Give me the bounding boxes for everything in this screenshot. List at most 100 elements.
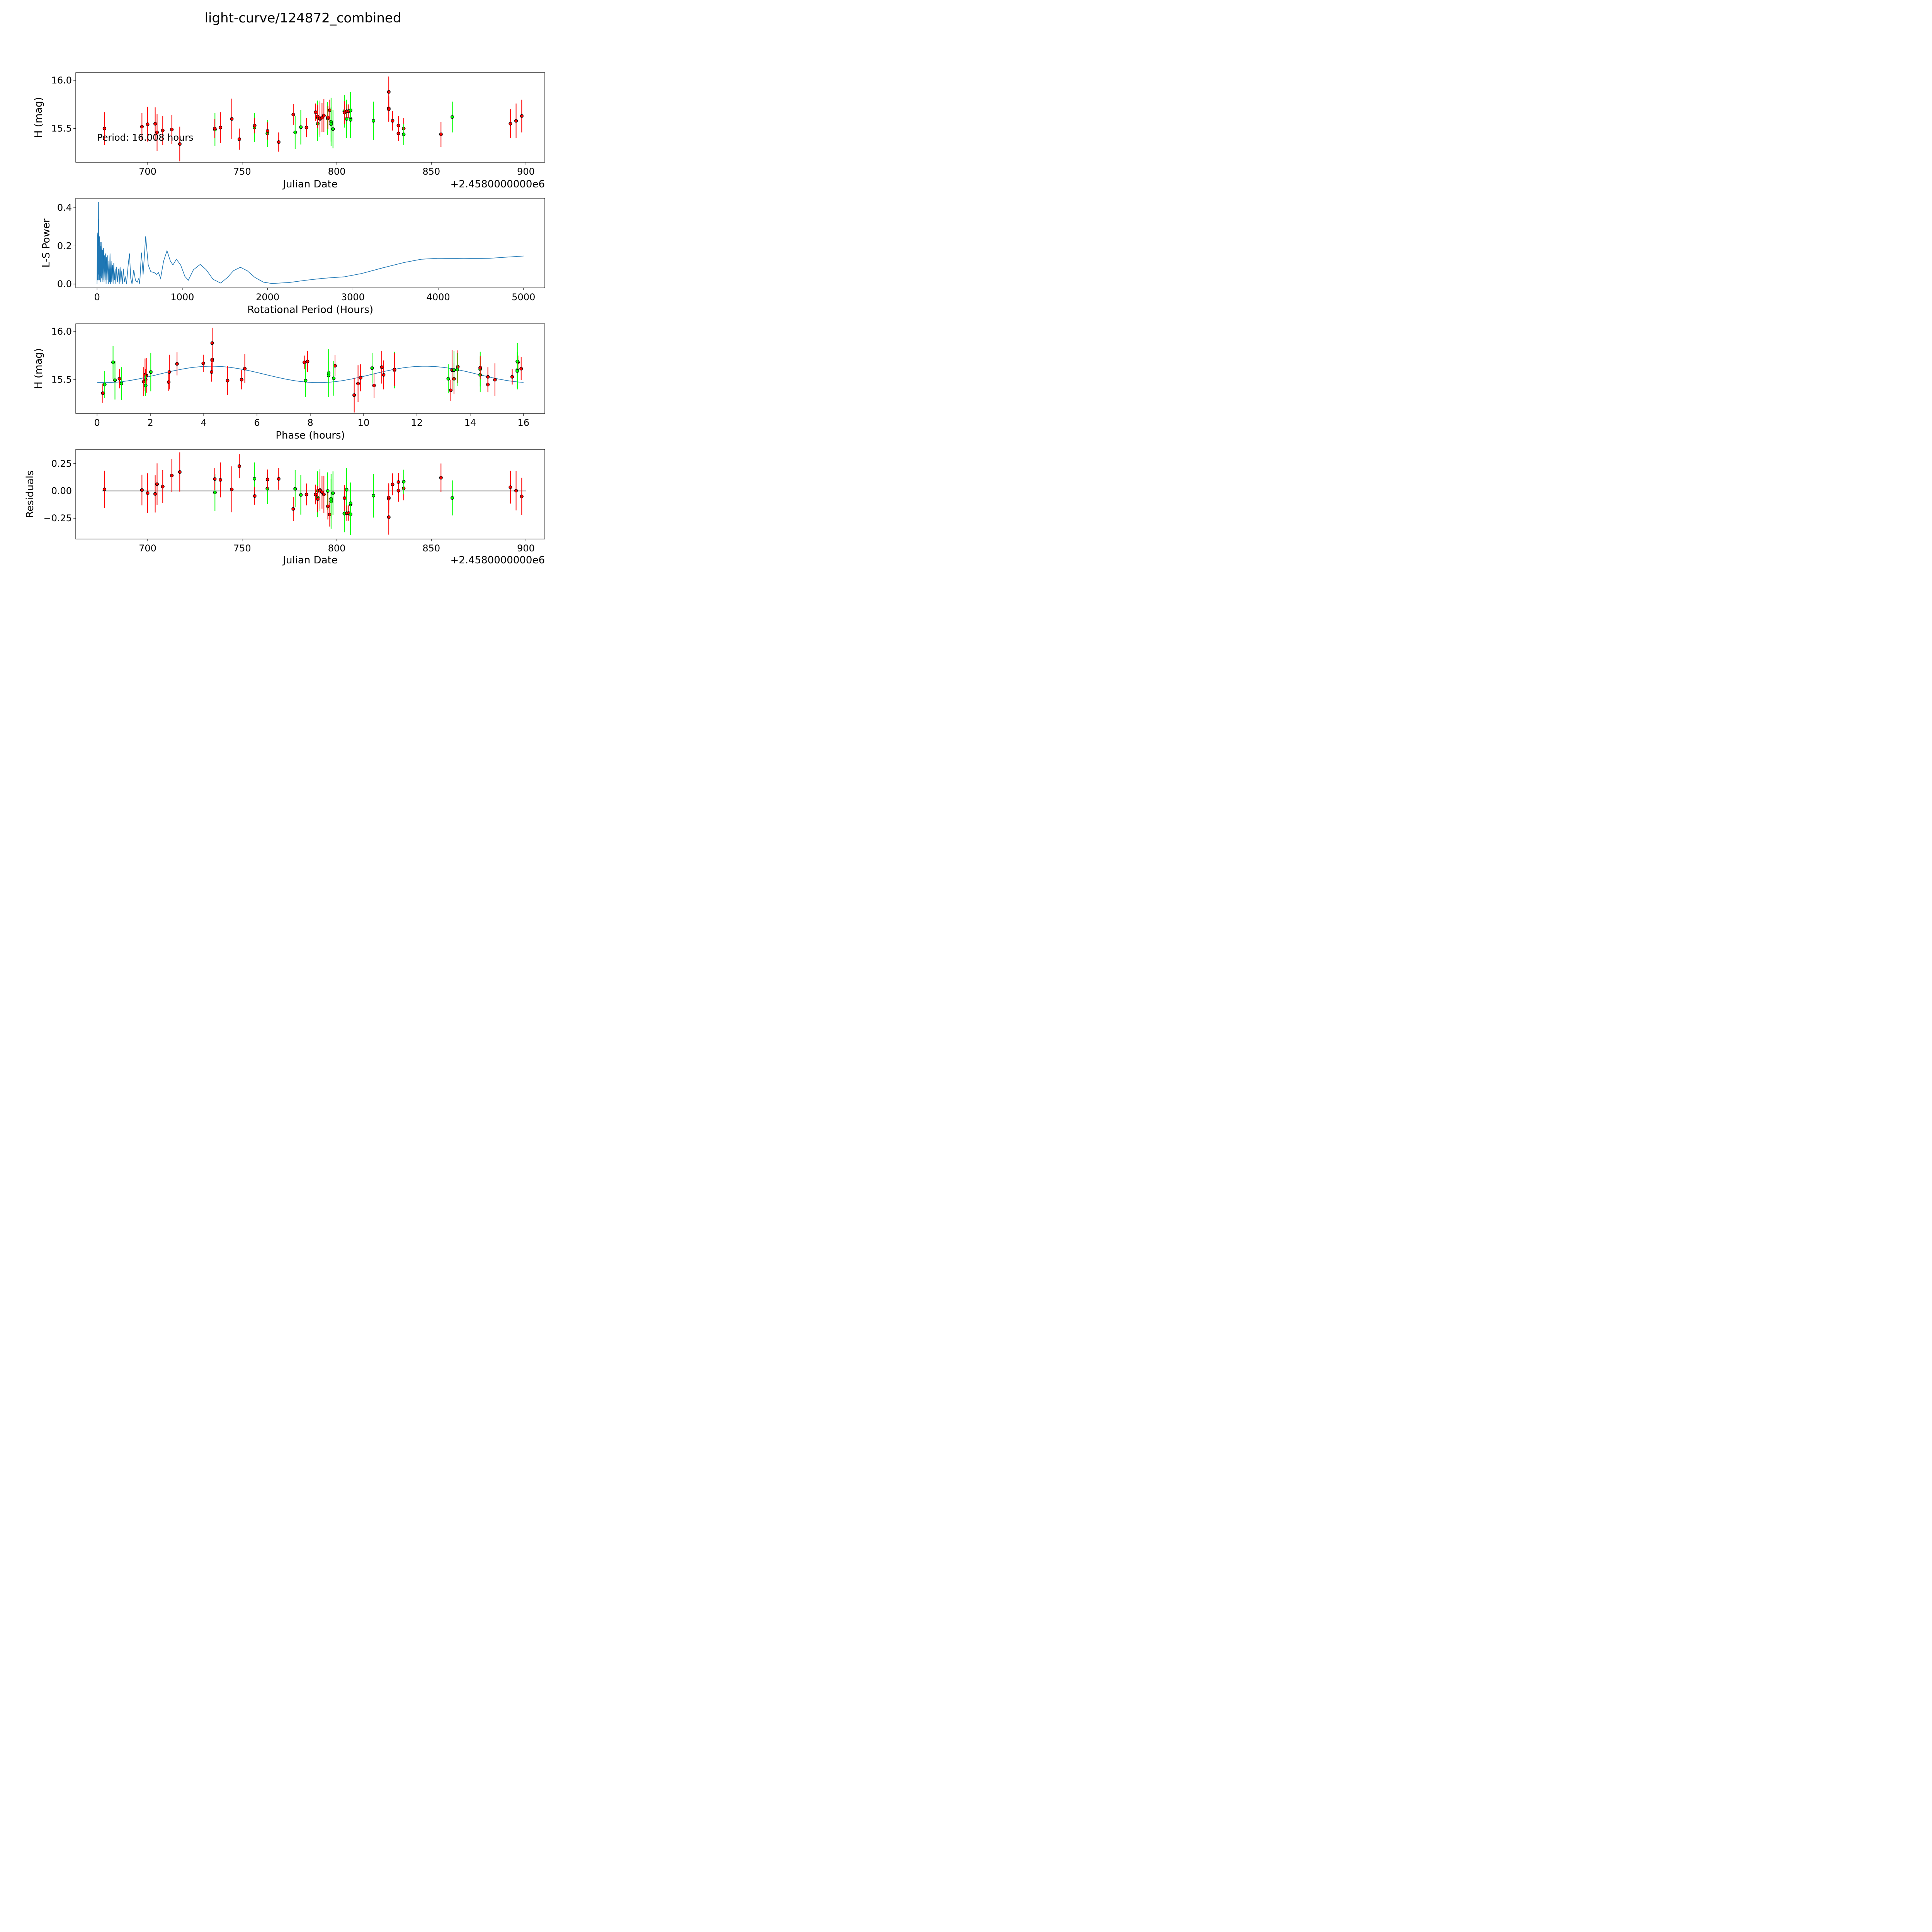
x-tick-label: 900	[517, 543, 535, 554]
residuals-offset: +2.4580000000e6	[450, 554, 545, 566]
data-point-green	[252, 477, 257, 481]
data-point-red	[519, 367, 523, 371]
data-point-green	[451, 115, 454, 119]
lightcurve-ylabel: H (mag)	[33, 97, 44, 138]
data-point-red	[449, 388, 453, 392]
x-tick-label: 6	[254, 417, 260, 428]
data-point-red	[509, 485, 512, 489]
data-point-red	[439, 133, 443, 136]
lightcurve-annotation: Period: 16.008 hours	[97, 132, 194, 143]
data-point-red	[161, 129, 165, 133]
data-point-red	[316, 114, 320, 119]
data-point-red	[230, 117, 234, 121]
data-point-red	[356, 382, 360, 386]
data-point-green	[327, 373, 331, 378]
residuals-ylabel: Residuals	[24, 470, 36, 518]
data-point-red	[326, 504, 330, 508]
x-tick-label: 800	[328, 166, 346, 177]
x-tick-label: 900	[517, 166, 535, 177]
data-point-red	[102, 487, 107, 491]
data-point-green	[331, 127, 335, 131]
data-point-green	[111, 361, 115, 364]
data-point-red	[167, 380, 171, 384]
data-point-red	[291, 112, 295, 117]
data-point-green	[349, 501, 352, 505]
data-point-red	[178, 142, 182, 146]
data-point-red	[514, 489, 518, 493]
data-point-red	[439, 476, 443, 480]
data-point-green	[329, 497, 333, 501]
data-point-red	[387, 495, 391, 500]
y-tick-label: 0.25	[51, 458, 72, 469]
data-point-red	[230, 487, 234, 492]
figure: light-curve/124872_combined 700 750 800 850…	[0, 0, 599, 599]
residuals-xlabel: Julian Date	[282, 554, 337, 566]
data-point-green	[402, 133, 406, 136]
data-point-red	[510, 375, 514, 379]
data-point-red	[326, 116, 330, 119]
x-tick-label: 8	[307, 417, 313, 428]
plot-frame	[75, 72, 545, 163]
data-point-green	[113, 378, 117, 382]
data-point-red	[240, 378, 243, 382]
data-point-red	[237, 464, 242, 468]
data-point-red	[514, 119, 518, 123]
x-tick-label: 3000	[341, 292, 365, 303]
data-point-green	[371, 119, 376, 123]
data-point-red	[314, 110, 318, 114]
periodogram-ylabel: L-S Power	[41, 218, 52, 267]
data-point-green	[326, 489, 330, 493]
phased-xlabel: Phase (hours)	[276, 430, 345, 441]
data-point-red	[226, 379, 230, 383]
data-point-red	[201, 361, 205, 365]
data-point-green	[299, 493, 303, 497]
x-tick-label: 750	[233, 166, 251, 177]
data-point-red	[209, 370, 214, 374]
data-point-green	[452, 368, 456, 372]
x-tick-label: 700	[139, 543, 156, 554]
data-point-red	[253, 124, 257, 128]
data-point-red	[359, 376, 362, 380]
residuals-panel: 700 750 800 850 900 −0.25 0.00 0.25	[43, 449, 545, 554]
periodogram-panel: 0 1000 2000 3000 4000 5000 0.0 0.2 0.4	[57, 198, 545, 303]
data-point-red	[391, 482, 395, 486]
x-tick-label: 4000	[427, 292, 450, 303]
data-point-red	[304, 493, 308, 497]
data-point-green	[213, 490, 217, 495]
data-point-green	[345, 488, 349, 492]
data-point-red	[304, 126, 308, 129]
x-tick-label: 2	[147, 417, 153, 428]
data-point-red	[253, 494, 257, 498]
data-point-red	[277, 140, 281, 144]
data-point-red	[153, 492, 157, 496]
data-point-green	[299, 125, 303, 129]
y-tick-label: 16.0	[51, 75, 72, 86]
x-tick-label: 800	[328, 543, 346, 554]
data-point-red	[140, 125, 144, 129]
y-tick-label: 0.00	[51, 486, 72, 497]
data-point-red	[101, 391, 105, 395]
data-point-red	[210, 359, 214, 362]
data-point-red	[486, 383, 490, 386]
data-point-red	[387, 90, 391, 94]
data-point-red	[175, 362, 179, 366]
data-point-red	[155, 482, 159, 486]
data-point-green	[329, 122, 333, 126]
data-point-red	[213, 127, 217, 131]
data-point-red	[243, 367, 247, 371]
y-tick-label: −0.25	[43, 513, 72, 524]
x-tick-label: 5000	[512, 292, 535, 303]
data-point-red	[396, 131, 400, 135]
data-point-green	[293, 487, 297, 491]
data-point-red	[146, 122, 150, 126]
lightcurve-offset: +2.4580000000e6	[450, 179, 545, 190]
data-point-green	[332, 376, 336, 380]
data-point-red	[387, 515, 391, 519]
phased-ylabel: H (mag)	[33, 348, 44, 389]
data-point-red	[520, 495, 524, 498]
figure-title: light-curve/124872_combined	[205, 10, 401, 26]
data-point-red	[493, 378, 497, 382]
data-point-red	[167, 370, 171, 374]
data-point-red	[352, 393, 356, 397]
periodogram-line	[97, 202, 524, 284]
